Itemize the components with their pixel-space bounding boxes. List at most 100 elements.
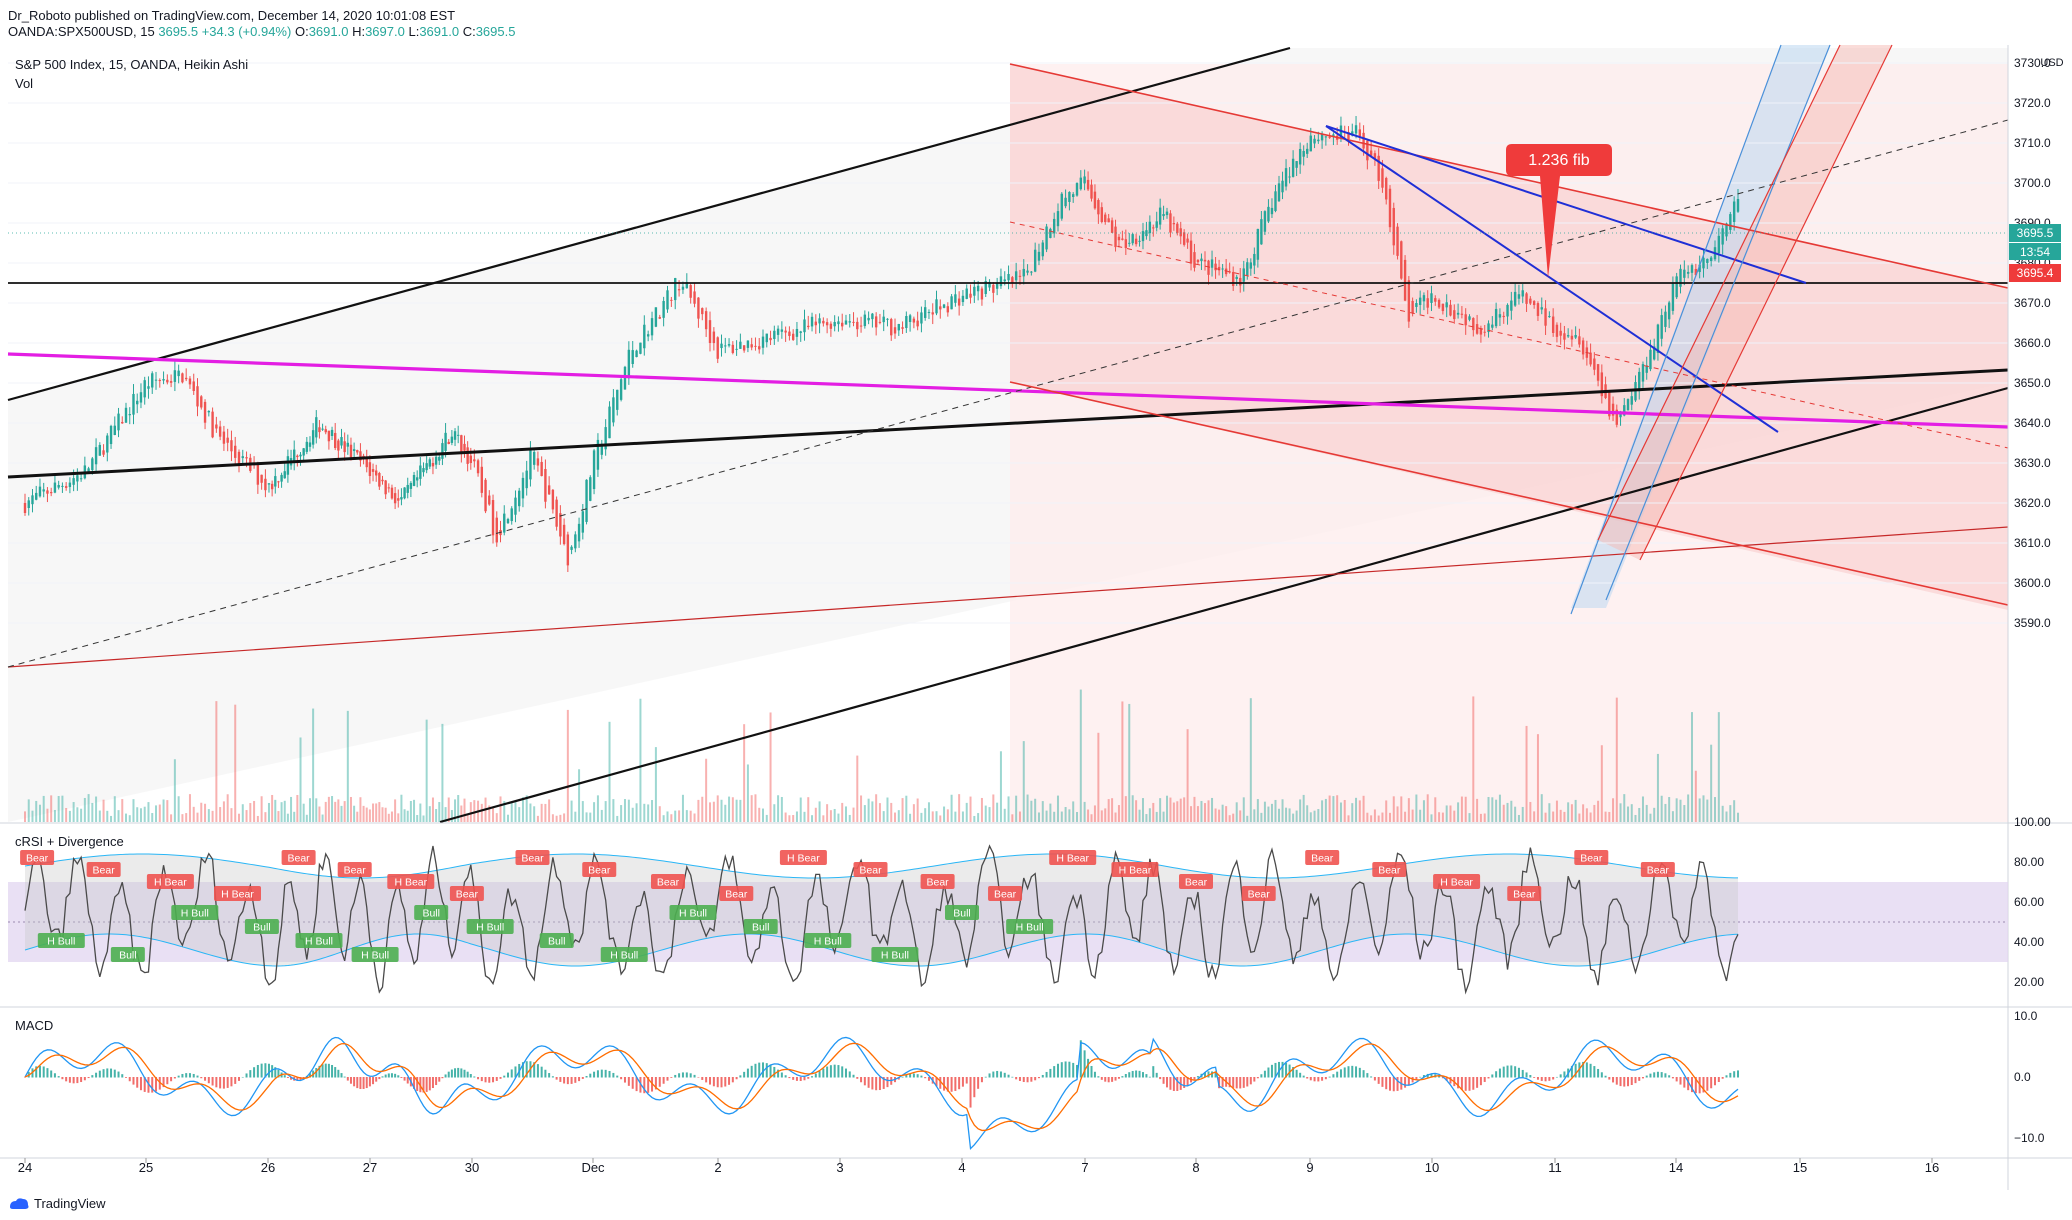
bear-candle-body xyxy=(1502,315,1505,318)
bull-candle-body xyxy=(1638,371,1641,392)
macd-histogram-bar xyxy=(909,1073,912,1078)
bull-candle-body xyxy=(961,295,965,303)
bull-candle-body xyxy=(1566,335,1570,337)
volume-bar xyxy=(697,799,700,822)
macd-histogram-bar xyxy=(394,1073,397,1078)
bear-candle-body xyxy=(1228,271,1231,273)
volume-bar xyxy=(260,796,263,822)
volume-bar xyxy=(920,812,923,822)
bull-candle-body xyxy=(139,392,143,403)
time-axis[interactable]: 24 25 26 27 30 Dec 2 3 4 7 8 9 10 11 14 15 16 xyxy=(18,1158,1939,1175)
macd-histogram-bar xyxy=(996,1070,999,1078)
macd-histogram-bar xyxy=(1733,1071,1736,1078)
bull-candle-body xyxy=(35,492,38,500)
price-tick-label: 3700.0 xyxy=(2014,176,2051,190)
volume-bar xyxy=(961,811,964,822)
bear-candle-body xyxy=(1231,271,1235,286)
bear-candle-body xyxy=(689,285,692,298)
macd-histogram-bar xyxy=(308,1073,311,1078)
main-pane-title: S&P 500 Index, 15, OANDA, Heikin Ashi xyxy=(15,57,248,72)
bear-candle-body xyxy=(1559,330,1562,336)
time-tick-label: 25 xyxy=(139,1160,153,1175)
volume-bar xyxy=(1270,803,1273,822)
bull-candle-body xyxy=(871,313,874,320)
macd-histogram-bar xyxy=(162,1077,165,1088)
volume-bar xyxy=(416,814,419,822)
volume-bar xyxy=(147,802,150,822)
volume-bar xyxy=(1517,814,1520,822)
footer-brand[interactable]: TradingView xyxy=(8,1196,106,1211)
bear-candle-body xyxy=(829,323,833,329)
volume-bar xyxy=(50,795,53,822)
bull-candle-body xyxy=(450,436,454,443)
macd-histogram-bar xyxy=(506,1072,509,1078)
trend-drawings[interactable] xyxy=(7,44,2009,824)
bull-candle-body xyxy=(1288,176,1291,178)
bear-candle-body xyxy=(742,345,746,351)
time-tick-label: 16 xyxy=(1925,1160,1939,1175)
macd-histogram-bar xyxy=(450,1069,453,1078)
volume-bar xyxy=(1630,804,1633,822)
fib-callout[interactable]: 1.236 fib xyxy=(1506,144,1612,278)
macd-histogram-bar xyxy=(406,1077,409,1084)
volume-bar xyxy=(916,798,919,822)
bear-candle-body xyxy=(1207,260,1210,275)
bull-candle-body xyxy=(1494,308,1498,327)
bear-badge xyxy=(1179,874,1213,889)
bull-candle-body xyxy=(274,476,277,487)
volume-bar xyxy=(365,807,368,822)
bull-candle-body xyxy=(1128,242,1131,244)
blue-trend-lower xyxy=(1325,125,1779,433)
volume-bar xyxy=(1370,815,1373,822)
volume-bar xyxy=(419,803,422,822)
badge-label: Bear xyxy=(456,889,479,901)
bear-badge xyxy=(1574,850,1609,865)
macd-histogram-bar xyxy=(814,1073,817,1078)
bull-candle-body xyxy=(581,511,585,533)
bear-candle-body xyxy=(260,474,263,483)
crsi-pane-title: cRSI + Divergence xyxy=(15,834,124,849)
bull-candle-body xyxy=(1690,265,1694,273)
macd-histogram-bar xyxy=(788,1077,791,1079)
volume-bar xyxy=(1225,806,1228,822)
macd-histogram-bar xyxy=(566,1077,569,1085)
macd-histogram-bar xyxy=(454,1068,457,1078)
macd-histogram-bar xyxy=(795,1077,798,1081)
bear-candle-body xyxy=(1529,298,1532,304)
bull-candle-body xyxy=(935,299,938,314)
bull-candle-body xyxy=(1291,158,1295,177)
volume-bar xyxy=(792,815,795,822)
volume-bar xyxy=(1011,814,1014,822)
volume-bar xyxy=(409,800,412,822)
volume-bar xyxy=(1228,815,1231,822)
volume-bars xyxy=(24,689,1739,822)
price-tick-label: 3720.0 xyxy=(2014,96,2051,110)
volume-bar xyxy=(400,794,403,822)
bear-candle-body xyxy=(337,440,340,451)
price-axis[interactable]: 3590.03600.03610.03620.03630.03640.03650… xyxy=(2014,56,2051,630)
signal-line xyxy=(24,1042,1739,1132)
bull-candle-body xyxy=(592,450,596,490)
macd-histogram-bar xyxy=(600,1069,603,1078)
volume-bar xyxy=(1476,798,1479,822)
bear-candle-body xyxy=(181,373,184,383)
bull-candle-body xyxy=(53,482,57,493)
macd-histogram-bar xyxy=(822,1068,825,1078)
volume-bar xyxy=(166,800,169,822)
macd-histogram-bar xyxy=(731,1077,734,1083)
macd-histogram-bar xyxy=(1570,1065,1573,1078)
bear-candle-body xyxy=(234,445,237,458)
volume-bar xyxy=(1309,812,1312,822)
bull-candle-body xyxy=(643,324,646,349)
macd-histogram-bar xyxy=(1288,1064,1291,1078)
macd-histogram-bar xyxy=(958,1077,961,1090)
macd-histogram-bar xyxy=(267,1063,270,1078)
macd-histogram-bar xyxy=(356,1077,359,1089)
bull-candle-body xyxy=(1158,207,1162,225)
bear-candle-body xyxy=(381,479,384,482)
macd-histogram-bar xyxy=(897,1077,900,1080)
time-tick-label: 14 xyxy=(1669,1160,1683,1175)
badge-label: Bear xyxy=(93,865,116,877)
badge-label: H Bull xyxy=(679,908,707,920)
